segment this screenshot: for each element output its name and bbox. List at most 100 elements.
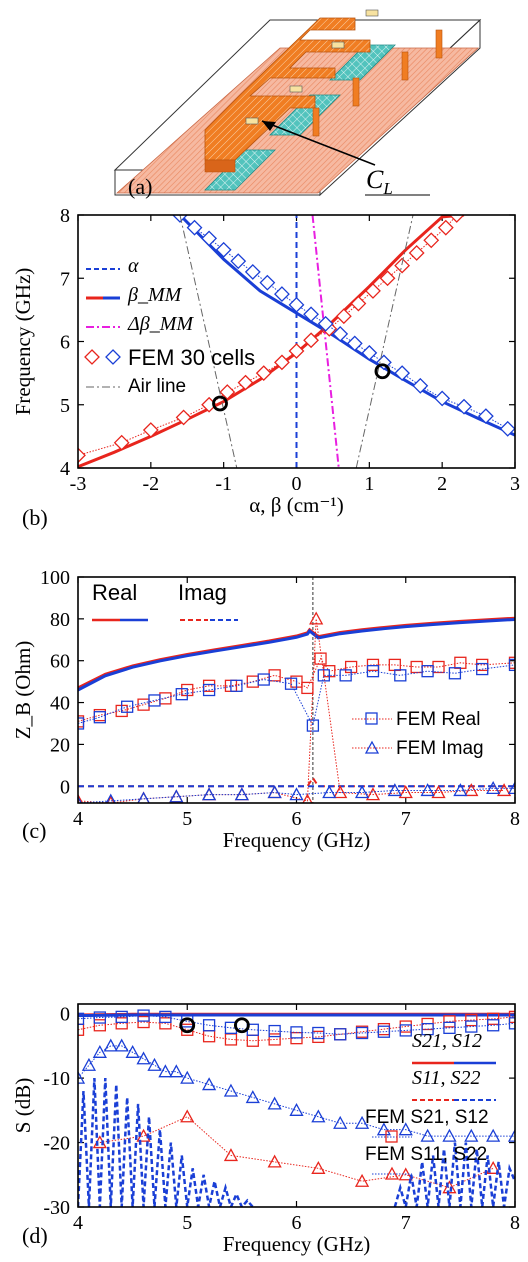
data-marker-diamond <box>244 264 261 280</box>
data-marker-square <box>476 662 489 676</box>
plot-area <box>78 215 515 468</box>
y-tick-label: 0 <box>60 1004 70 1026</box>
data-marker-square <box>159 1017 172 1030</box>
data-marker-diamond <box>303 332 319 349</box>
data-marker-square <box>268 669 281 682</box>
data-marker-diamond <box>408 245 425 261</box>
plot-area <box>78 1009 515 1207</box>
data-marker-triangle <box>169 1064 184 1078</box>
data-marker-triangle <box>309 611 324 625</box>
series-line <box>355 215 414 468</box>
data-marker-square <box>421 1022 434 1036</box>
x-tick-label: 3 <box>510 473 520 495</box>
data-marker-square <box>355 1026 369 1040</box>
legend-label: Δβ_MM <box>127 313 194 335</box>
x-tick-label: 8 <box>510 1212 520 1234</box>
data-marker-triangle <box>147 1057 162 1071</box>
y-tick-label: 60 <box>50 651 70 673</box>
data-marker-square <box>257 673 270 686</box>
data-marker-triangle <box>376 1122 391 1136</box>
data-marker-triangle <box>507 780 515 795</box>
data-marker-diamond <box>394 365 411 382</box>
plot-area <box>78 577 515 803</box>
x-tick-label: 5 <box>182 808 192 830</box>
legend-marker-square <box>365 712 378 725</box>
data-marker-triangle <box>267 1154 282 1168</box>
x-tick-label: -3 <box>70 473 87 495</box>
panel-label-d: (d) <box>22 1223 48 1248</box>
data-marker-triangle <box>223 1083 239 1097</box>
legend-label: FEM Imag <box>396 738 484 759</box>
series-connector <box>78 215 458 456</box>
data-marker-square <box>93 1019 106 1032</box>
data-marker-triangle <box>136 1051 151 1065</box>
data-marker-square <box>443 1021 456 1034</box>
data-marker-square <box>465 1020 478 1033</box>
legend-label: FEM S11, S22 <box>365 1144 487 1165</box>
data-marker-diamond <box>230 253 247 270</box>
y-tick-label: -20 <box>43 1133 70 1155</box>
data-marker-triangle <box>289 1102 304 1116</box>
data-marker-triangle <box>267 1096 282 1110</box>
data-marker-diamond <box>237 374 254 391</box>
data-marker-square <box>377 1025 391 1038</box>
legend-marker-diamond <box>105 349 121 365</box>
panel-label-a: (a) <box>128 174 152 199</box>
y-tick-label: 20 <box>50 734 70 756</box>
data-marker-diamond <box>412 377 429 394</box>
data-marker-square <box>268 1033 281 1046</box>
data-marker-square <box>202 1030 216 1043</box>
data-marker-triangle <box>431 785 446 799</box>
data-marker-diamond <box>274 354 290 371</box>
data-marker-triangle <box>507 1128 515 1142</box>
data-marker-triangle <box>103 1038 118 1052</box>
highlight-circle-marker <box>374 363 391 380</box>
legend-marker-diamond <box>84 349 100 365</box>
data-marker-triangle <box>169 789 184 803</box>
data-marker-square <box>268 1024 281 1038</box>
legend-label: FEM 30 cells <box>128 345 255 370</box>
legend-label: Imag <box>178 580 227 605</box>
data-marker-triangle <box>311 1160 326 1174</box>
data-marker-square <box>301 681 314 695</box>
data-marker-square <box>421 665 434 678</box>
data-marker-triangle <box>453 783 468 797</box>
legend-marker-square <box>385 1130 398 1143</box>
x-tick-label: 5 <box>182 1212 192 1234</box>
data-marker-diamond <box>379 270 396 287</box>
series-line <box>78 617 515 692</box>
data-marker-square <box>78 1012 85 1025</box>
data-marker-square <box>93 711 106 724</box>
data-marker-triangle <box>105 793 116 803</box>
y-tick-label: -10 <box>43 1068 70 1090</box>
y-tick-label: 4 <box>60 458 70 480</box>
series-line <box>78 1078 254 1207</box>
data-marker-triangle <box>202 787 217 801</box>
x-tick-label: 8 <box>510 808 520 830</box>
y-tick-label: 8 <box>60 205 70 227</box>
data-marker-square <box>159 1010 172 1024</box>
series-line <box>311 215 340 468</box>
data-marker-square <box>148 694 161 707</box>
x-tick-label: 2 <box>437 473 447 495</box>
data-marker-diamond <box>113 434 130 451</box>
data-marker-diamond <box>172 215 188 223</box>
data-marker-triangle <box>496 783 512 797</box>
data-marker-diamond <box>456 398 472 415</box>
data-marker-diamond <box>215 241 232 258</box>
data-marker-triangle <box>202 1077 217 1091</box>
data-marker-diamond <box>317 315 334 332</box>
series-connector <box>78 664 515 728</box>
data-marker-diamond <box>288 343 305 359</box>
plot-frame <box>77 576 516 804</box>
data-marker-diamond <box>335 308 352 325</box>
data-marker-triangle <box>78 1070 86 1084</box>
series-line <box>78 1013 515 1018</box>
data-marker-triangle <box>398 1122 413 1136</box>
data-marker-diamond <box>499 420 515 437</box>
data-marker-triangle <box>333 1115 348 1129</box>
data-marker-diamond <box>255 365 272 382</box>
x-tick-label: 6 <box>292 808 302 830</box>
data-marker-triangle <box>464 1128 479 1142</box>
